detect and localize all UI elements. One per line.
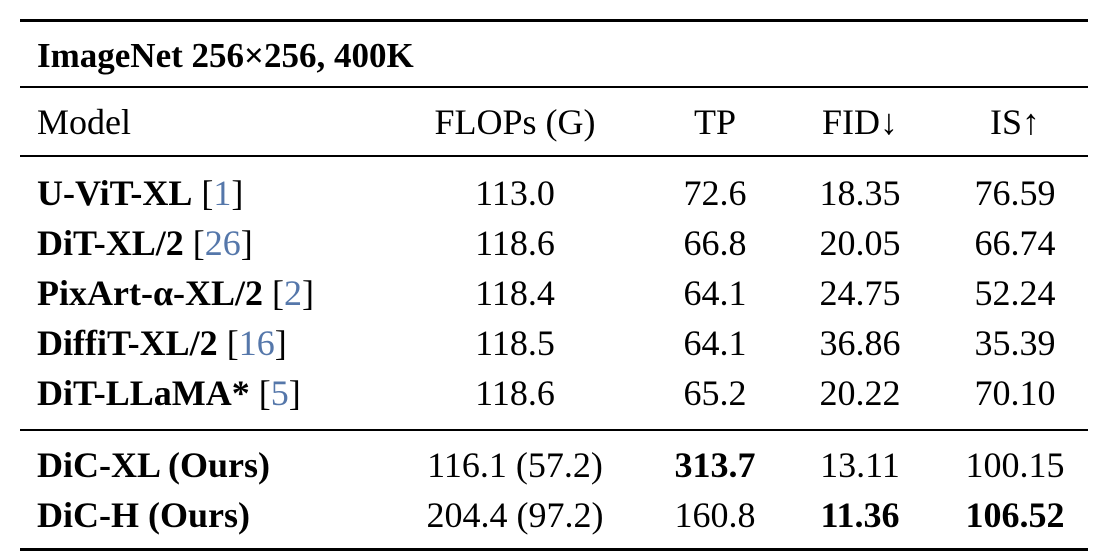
table-caption: ImageNet 256×256, 400K <box>37 36 414 75</box>
tp-cell: 66.8 <box>683 223 747 263</box>
fid-cell: 24.75 <box>819 273 901 313</box>
model-cell: U-ViT-XL [1] <box>37 173 244 213</box>
citation-link[interactable]: 2 <box>284 273 303 313</box>
model-cell: DiC-XL (Ours) <box>37 445 270 485</box>
header-row: Model FLOPs (G) TP FID↓ IS↑ <box>0 97 1108 147</box>
fid-cell: 20.22 <box>819 373 901 413</box>
flops-cell: 204.4 (97.2) <box>426 495 604 535</box>
header-rule <box>20 155 1088 157</box>
citation-link[interactable]: 16 <box>238 323 275 363</box>
table-row: DiT-LLaMA* [5] 118.6 65.2 20.22 70.10 <box>0 368 1108 418</box>
model-name: U-ViT-XL <box>37 173 193 213</box>
is-cell: 76.59 <box>974 173 1056 213</box>
citation-link[interactable]: 5 <box>270 373 289 413</box>
table-row-ours: DiC-XL (Ours) 116.1 (57.2) 313.7 13.11 100.1… <box>0 440 1108 490</box>
header-fid: FID↓ <box>821 102 898 142</box>
tp-cell: 160.8 <box>674 495 756 535</box>
table-row-ours: DiC-H (Ours) 204.4 (97.2) 160.8 11.36 106.52 <box>0 490 1108 540</box>
header-flops: FLOPs (G) <box>434 102 596 142</box>
is-cell: 100.15 <box>965 445 1065 485</box>
bottom-rule <box>20 548 1088 551</box>
is-cell: 106.52 <box>965 495 1065 535</box>
tp-cell: 65.2 <box>683 373 747 413</box>
model-name: DiT-XL/2 <box>37 223 184 263</box>
citation-link[interactable]: 1 <box>213 173 232 213</box>
is-cell: 66.74 <box>974 223 1056 263</box>
fid-cell: 20.05 <box>819 223 901 263</box>
fid-cell: 36.86 <box>819 323 901 363</box>
tp-cell: 313.7 <box>674 445 756 485</box>
section-rule <box>20 429 1088 431</box>
table-row: U-ViT-XL [1] 113.0 72.6 18.35 76.59 <box>0 168 1108 218</box>
model-cell: DiC-H (Ours) <box>37 495 250 535</box>
tp-cell: 64.1 <box>683 323 747 363</box>
model-cell: PixArt-α-XL/2 [2] <box>37 273 315 313</box>
flops-cell: 118.6 <box>475 373 555 413</box>
tp-cell: 72.6 <box>683 173 747 213</box>
is-cell: 35.39 <box>974 323 1056 363</box>
is-cell: 52.24 <box>974 273 1056 313</box>
model-name: DiffiT-XL/2 <box>37 323 218 363</box>
flops-cell: 118.5 <box>475 323 555 363</box>
is-cell: 70.10 <box>974 373 1056 413</box>
flops-cell: 118.6 <box>475 223 555 263</box>
table-row: PixArt-α-XL/2 [2] 118.4 64.1 24.75 52.24 <box>0 268 1108 318</box>
model-cell: DiT-LLaMA* [5] <box>37 373 301 413</box>
header-model: Model <box>37 102 131 142</box>
flops-cell: 116.1 (57.2) <box>427 445 603 485</box>
header-is: IS↑ <box>989 102 1040 142</box>
top-rule <box>20 19 1088 22</box>
flops-cell: 113.0 <box>475 173 555 213</box>
fid-cell: 11.36 <box>820 495 900 535</box>
flops-cell: 118.4 <box>475 273 555 313</box>
table-row: DiffiT-XL/2 [16] 118.5 64.1 36.86 35.39 <box>0 318 1108 368</box>
caption-rule <box>20 86 1088 88</box>
citation-link[interactable]: 26 <box>204 223 241 263</box>
table-row: DiT-XL/2 [26] 118.6 66.8 20.05 66.74 <box>0 218 1108 268</box>
model-cell: DiffiT-XL/2 [16] <box>37 323 287 363</box>
fid-cell: 18.35 <box>819 173 901 213</box>
model-name: DiT-LLaMA* <box>37 373 250 413</box>
tp-cell: 64.1 <box>683 273 747 313</box>
model-name: PixArt-α-XL/2 <box>37 273 264 313</box>
model-cell: DiT-XL/2 [26] <box>37 223 253 263</box>
header-tp: TP <box>693 102 736 142</box>
fid-cell: 13.11 <box>820 445 900 485</box>
